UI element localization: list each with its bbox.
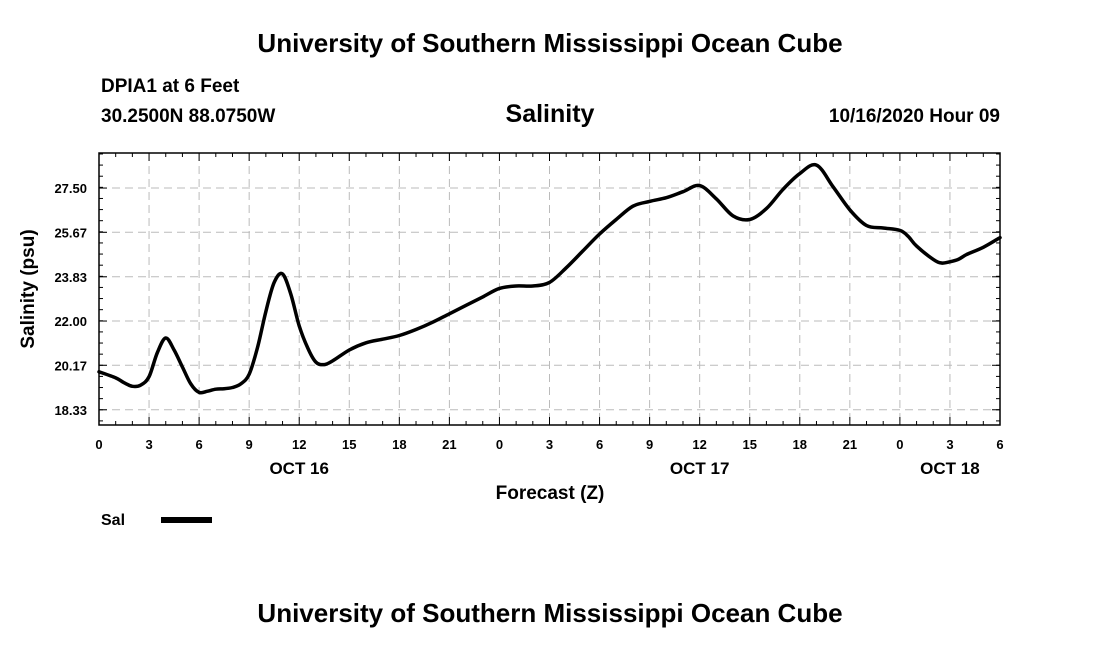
x-tick-label: 12 [692,437,706,452]
y-tick-label: 20.17 [54,358,87,373]
x-tick-label: 3 [145,437,152,452]
station-coordinates: 30.2500N 88.0750W [101,106,276,127]
x-tick-label: 0 [496,437,503,452]
chart-title: Salinity [505,100,595,128]
y-tick-label: 18.33 [54,403,87,418]
date-label: OCT 17 [670,459,730,478]
x-tick-label: 9 [246,437,253,452]
grid-lines [99,153,1000,425]
x-tick-label: 18 [392,437,406,452]
date-label: OCT 16 [269,459,329,478]
station-label: DPIA1 at 6 Feet [101,76,240,97]
axis-ticks [98,153,1001,425]
x-tick-label: 15 [742,437,756,452]
x-tick-label: 21 [843,437,857,452]
tick-labels: 18.33 20.17 22.00 23.83 25.67 27.50 0 3 6 9 12 15 18… [54,181,1003,478]
y-tick-label: 22.00 [54,314,87,329]
x-tick-label: 6 [195,437,202,452]
x-tick-label: 3 [546,437,553,452]
x-tick-label: 9 [646,437,653,452]
series-line-sal [97,162,1002,395]
plot-frame [98,152,1001,426]
forecast-run-time: 10/16/2020 Hour 09 [828,106,1000,127]
legend-label: Sal [101,512,125,529]
x-tick-label: 6 [996,437,1003,452]
date-label: OCT 18 [920,459,980,478]
legend-swatch [161,517,212,523]
y-tick-label: 25.67 [54,225,87,240]
y-tick-label: 23.83 [54,270,87,285]
page-title: University of Southern Mississippi Ocean… [257,28,843,58]
footer-title: University of Southern Mississippi Ocean… [257,598,843,628]
x-tick-label: 6 [596,437,603,452]
x-tick-label: 0 [896,437,903,452]
y-tick-label: 27.50 [54,181,87,196]
y-axis-label: Salinity (psu) [18,229,39,348]
x-tick-label: 12 [292,437,306,452]
x-axis-label: Forecast (Z) [496,483,605,504]
x-tick-label: 15 [342,437,356,452]
x-tick-label: 3 [946,437,953,452]
x-tick-label: 21 [442,437,456,452]
x-tick-label: 0 [95,437,102,452]
x-tick-label: 18 [793,437,807,452]
